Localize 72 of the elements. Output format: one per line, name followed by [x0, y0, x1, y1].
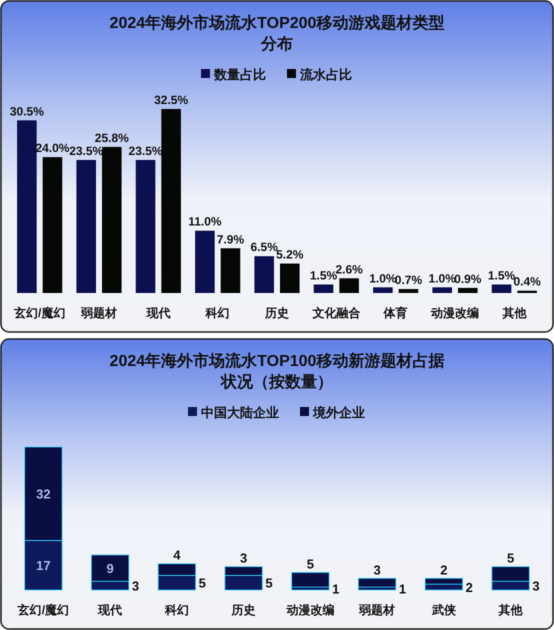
- data-label: 0.9%: [454, 272, 482, 286]
- legend-label: 流水占比: [299, 67, 352, 82]
- data-label: 5: [306, 556, 314, 572]
- x-tick-label: 弱题材: [358, 603, 396, 617]
- legend-label: 中国大陆企业: [201, 405, 279, 420]
- data-label: 25.8%: [94, 130, 130, 145]
- x-tick-label: 动漫改编: [285, 603, 334, 617]
- data-label: 5: [507, 550, 514, 566]
- legend-label: 境外企业: [312, 405, 365, 420]
- bar: [42, 157, 62, 293]
- data-label: 2: [440, 562, 448, 578]
- x-tick-label: 其他: [498, 603, 524, 617]
- data-label: 9: [106, 561, 114, 576]
- x-tick-label: 弱题材: [80, 306, 117, 320]
- data-label: 1: [398, 582, 406, 597]
- bar: [220, 248, 240, 293]
- x-tick-label: 武侠: [430, 603, 456, 617]
- bar: [358, 578, 396, 588]
- data-label: 30.5%: [10, 104, 44, 118]
- data-label: 4: [173, 548, 182, 563]
- x-tick-label: 动漫改编: [430, 306, 479, 320]
- bar: [102, 146, 122, 293]
- data-label: 32.5%: [154, 93, 188, 107]
- bar: [161, 109, 181, 293]
- data-label: 5: [265, 576, 273, 591]
- data-label: 5.2%: [276, 248, 304, 262]
- data-label: 23.5%: [69, 144, 104, 158]
- chart-title: 2024年海外市场流水TOP200移动游戏题材类型分布: [110, 13, 444, 53]
- bar: [314, 284, 334, 293]
- data-label: 3: [532, 578, 540, 594]
- data-label: 3: [240, 550, 248, 566]
- bar: [398, 289, 418, 293]
- legend-label: 数量占比: [213, 67, 266, 82]
- data-label: 32: [36, 486, 51, 502]
- data-label: 3: [374, 562, 381, 578]
- bar: [280, 264, 300, 293]
- x-tick-label: 历史: [264, 306, 289, 320]
- bar: [339, 278, 359, 293]
- bar: [17, 120, 37, 293]
- x-tick-label: 玄幻/魔幻: [16, 603, 70, 617]
- x-tick-label: 文化融合: [311, 306, 362, 320]
- bar: [373, 287, 393, 293]
- x-tick-label: 科幻: [164, 603, 189, 617]
- data-label: 3: [132, 578, 140, 594]
- data-label: 1.0%: [428, 271, 456, 286]
- x-tick-label: 现代: [145, 306, 170, 320]
- data-label: 1.0%: [369, 271, 397, 286]
- bar: [254, 256, 274, 293]
- x-tick-label: 历史: [230, 603, 256, 617]
- x-tick-label: 体育: [382, 306, 408, 320]
- bar: [458, 288, 478, 293]
- x-tick-label: 玄幻/魔幻: [12, 306, 66, 320]
- data-label: 5: [198, 576, 206, 591]
- x-tick-label: 科幻: [204, 306, 230, 320]
- data-label: 11.0%: [188, 214, 222, 229]
- x-tick-label: 其他: [501, 306, 528, 320]
- bar: [432, 287, 452, 293]
- bar: [76, 160, 96, 293]
- bar: [291, 572, 330, 588]
- data-label: 2.6%: [335, 262, 364, 276]
- chart-title: 2024年海外市场流水TOP100移动新游题材占据状况（按数量）: [110, 351, 444, 391]
- data-label: 2: [466, 580, 473, 596]
- data-label: 23.5%: [128, 144, 163, 158]
- data-label: 17: [36, 558, 51, 574]
- data-label: 1.5%: [310, 268, 338, 283]
- bar: [492, 284, 512, 293]
- bar: [136, 160, 156, 293]
- bar: [195, 230, 215, 293]
- data-label: 0.7%: [394, 273, 422, 288]
- data-label: 7.9%: [216, 232, 244, 246]
- x-tick-label: 现代: [97, 603, 122, 617]
- data-label: 1: [332, 582, 340, 597]
